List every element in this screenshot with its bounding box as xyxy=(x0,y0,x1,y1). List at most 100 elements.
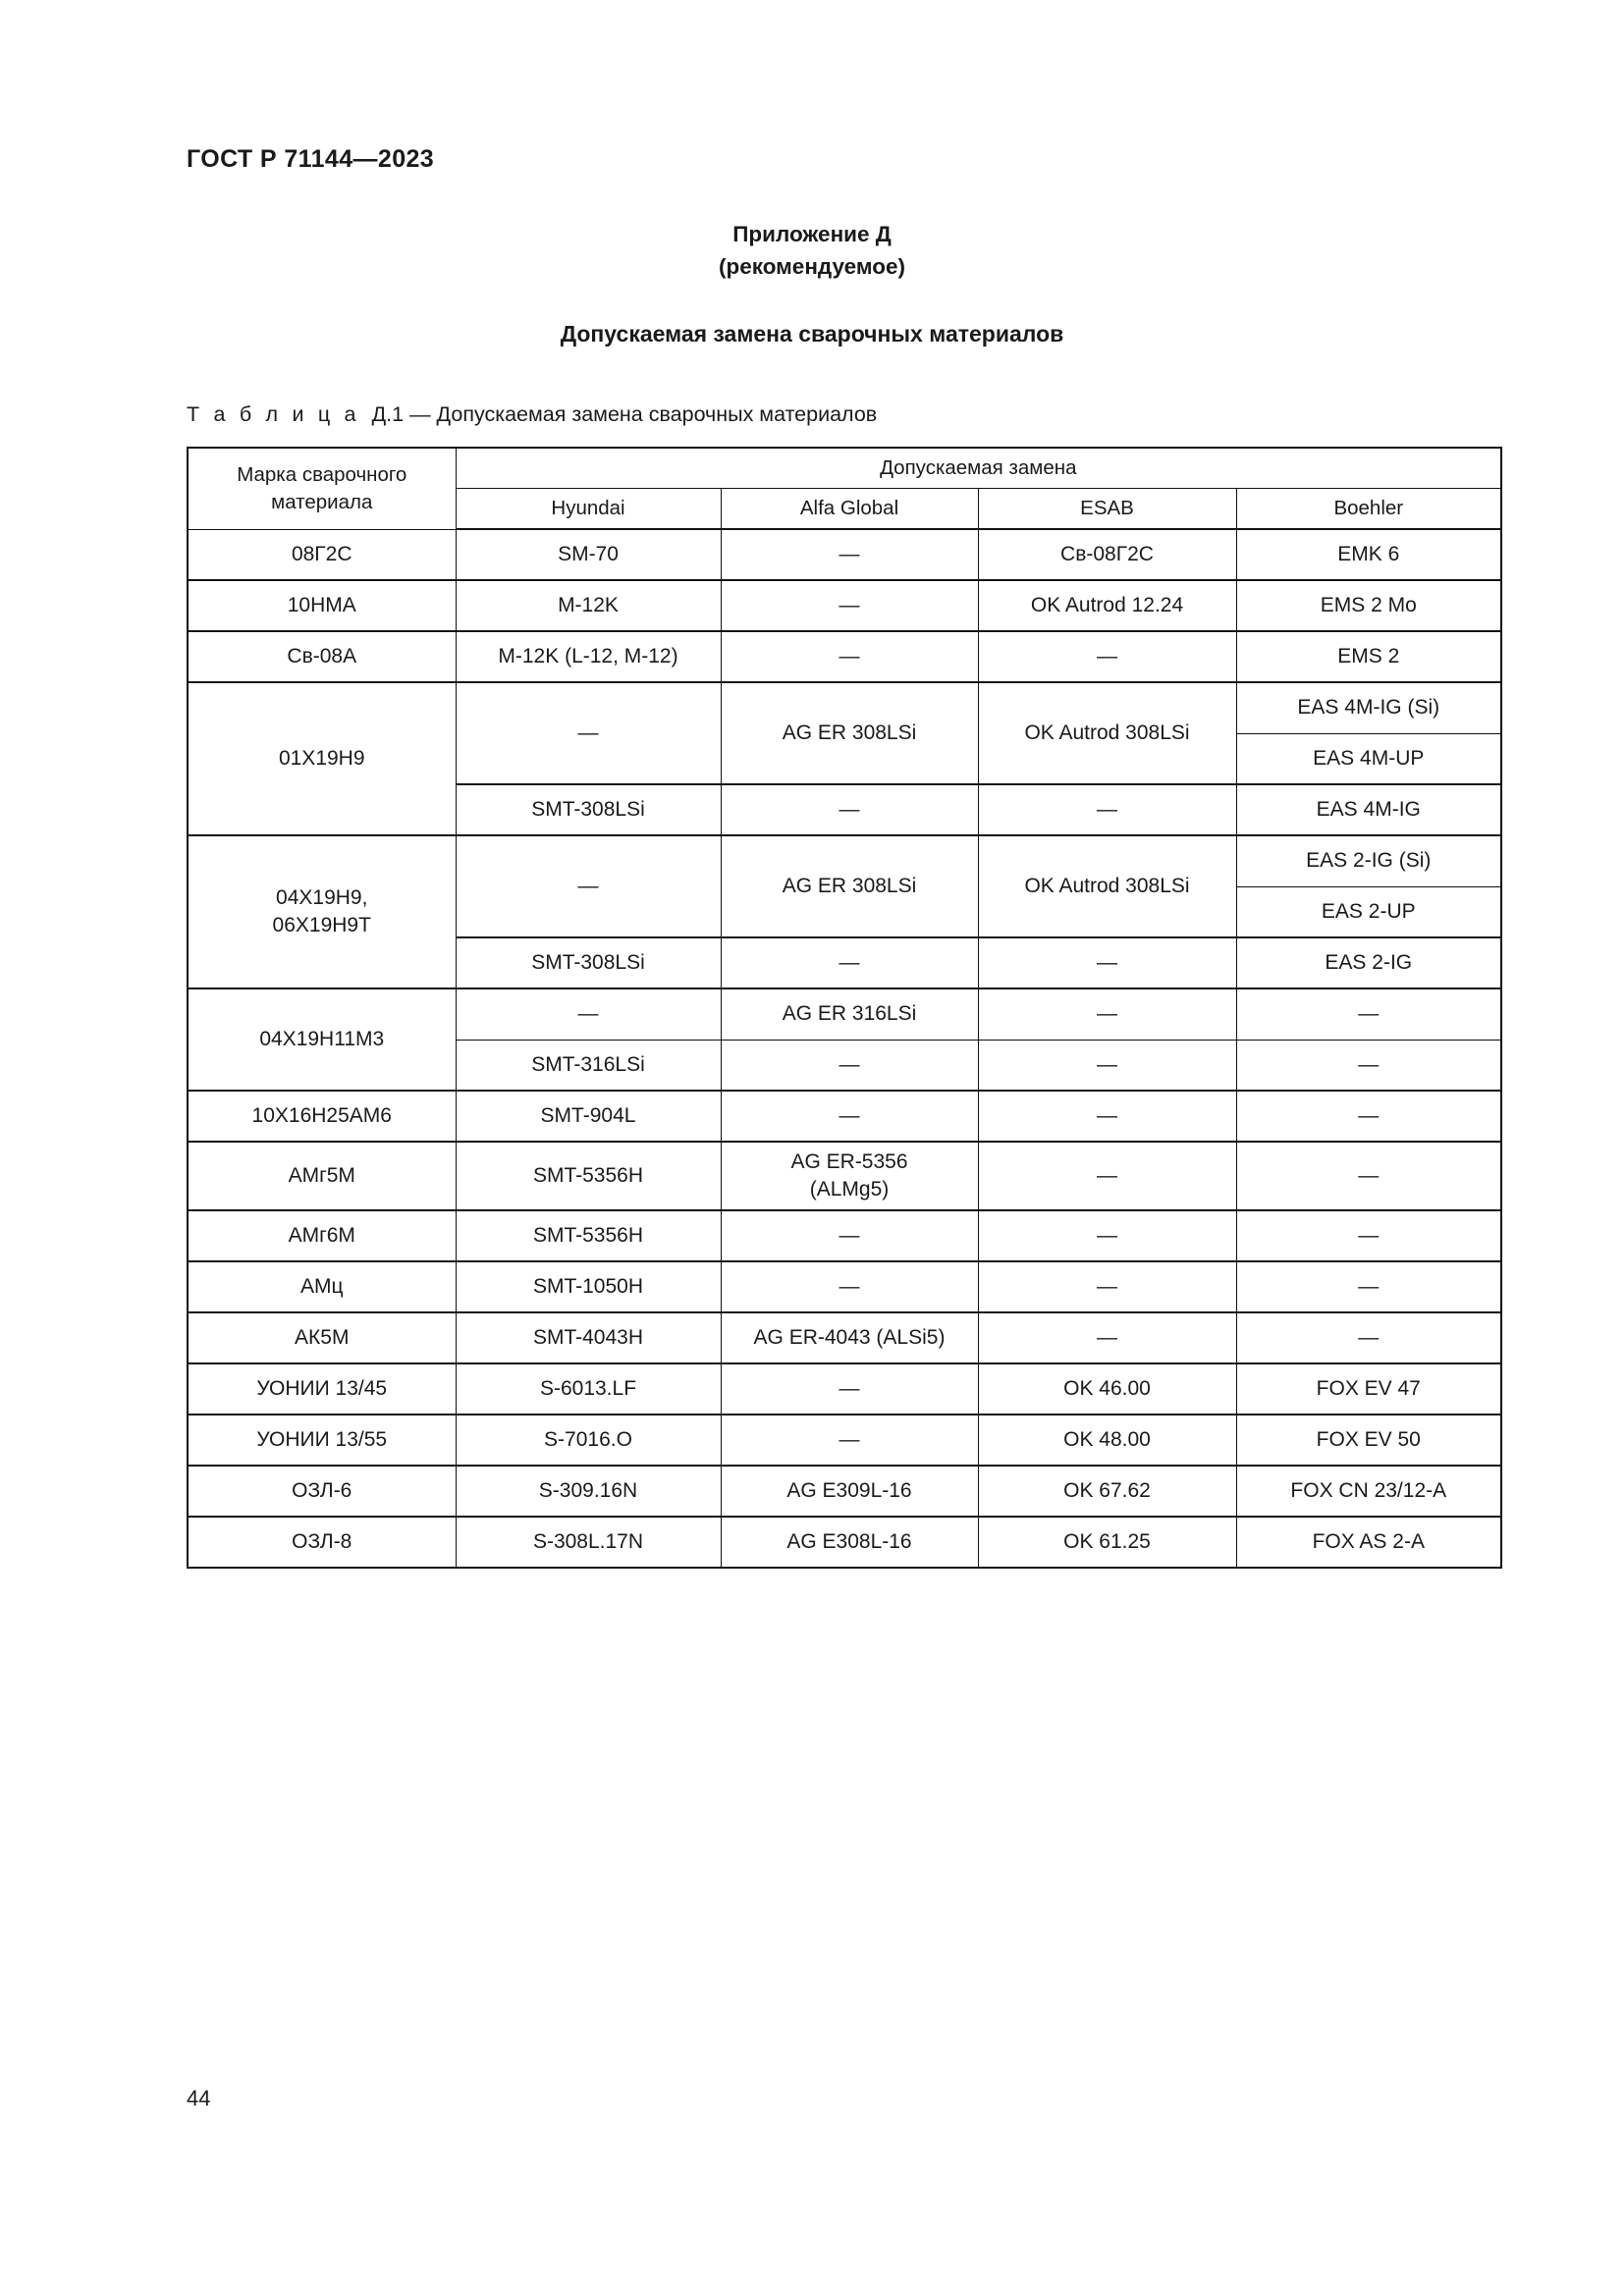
header-group-substitution: Допускаемая замена xyxy=(455,447,1502,489)
table-caption-word: Т а б л и ц а xyxy=(187,402,360,426)
cell-esab: — xyxy=(977,630,1237,683)
cell-alfa: — xyxy=(720,1090,979,1143)
cell-hyundai: S-7016.O xyxy=(455,1414,722,1467)
annex-title: Допускаемая замена сварочных материалов xyxy=(560,321,1064,347)
table-caption-rest: Д.1 — Допускаемая замена сварочных матер… xyxy=(359,402,878,426)
cell-alfa: — xyxy=(720,783,979,836)
cell-boehler: FOX CN 23/12-A xyxy=(1235,1465,1502,1518)
table-row: УОНИИ 13/55 S-7016.O — OK 48.00 FOX EV 5… xyxy=(187,1414,1502,1467)
cell-boehler: — xyxy=(1235,988,1502,1041)
cell-alfa: — xyxy=(720,1260,979,1313)
cell-hyundai: S-308L.17N xyxy=(455,1516,722,1569)
table-row: 08Г2С SM-70 — Св-08Г2С EMK 6 xyxy=(187,528,1502,581)
table-body: 08Г2С SM-70 — Св-08Г2С EMK 6 10НМА M-12K… xyxy=(187,528,1502,1569)
header-material: Марка сварочного материала xyxy=(187,447,457,530)
cell-boehler: EAS 2-IG xyxy=(1235,936,1502,989)
cell-esab: — xyxy=(977,1260,1237,1313)
cell-hyundai: SM-70 xyxy=(455,528,722,581)
cell-alfa: — xyxy=(720,936,979,989)
annex-status: (рекомендуемое) xyxy=(719,254,905,279)
cell-hyundai: — xyxy=(455,681,722,785)
cell-boehler: EMS 2 Mo xyxy=(1235,579,1502,632)
annex-label: Приложение Д xyxy=(732,222,892,246)
table-row: ОЗЛ-8 S-308L.17N AG E308L-16 OK 61.25 FO… xyxy=(187,1516,1502,1569)
cell-boehler: EMS 2 xyxy=(1235,630,1502,683)
cell-material: АК5М xyxy=(187,1311,457,1364)
table-header-row-2: Hyundai Alfa Global ESAB Boehler xyxy=(188,488,1502,530)
cell-alfa: — xyxy=(720,1414,979,1467)
cell-boehler: FOX EV 50 xyxy=(1235,1414,1502,1467)
table-row: АМг5М SMT-5356H AG ER-5356 (ALMg5) — — xyxy=(187,1141,1502,1211)
cell-hyundai: — xyxy=(455,834,722,938)
cell-esab: OK 67.62 xyxy=(977,1465,1237,1518)
cell-esab: OK 61.25 xyxy=(977,1516,1237,1569)
table-row: SMT-316LSi — — — xyxy=(188,1039,1502,1092)
table-header-row-1: Марка сварочного материала Допускаемая з… xyxy=(187,447,1502,530)
cell-boehler: — xyxy=(1235,1039,1502,1092)
cell-material-line1: 04Х19Н9, xyxy=(276,886,368,909)
cell-alfa: — xyxy=(720,528,979,581)
cell-material: ОЗЛ-6 xyxy=(187,1465,457,1518)
cell-boehler: EAS 4M-IG (Si) xyxy=(1235,681,1502,734)
header-boehler: Boehler xyxy=(1235,488,1502,530)
cell-boehler: EMK 6 xyxy=(1235,528,1502,581)
table-row: EAS 2-UP xyxy=(188,885,1502,938)
annex-heading: Приложение Д (рекомендуемое) xyxy=(0,218,1624,283)
cell-hyundai: SMT-308LSi xyxy=(455,936,722,989)
cell-esab: OK Autrod 308LSi xyxy=(977,681,1237,785)
cell-material-line2: 06Х19Н9Т xyxy=(272,914,371,936)
table-row: Св-08А M-12K (L-12, M-12) — — EMS 2 xyxy=(187,630,1502,683)
cell-alfa: AG ER 308LSi xyxy=(720,681,979,785)
cell-hyundai: M-12K (L-12, M-12) xyxy=(455,630,722,683)
cell-material: Св-08А xyxy=(187,630,457,683)
table-row: 10НМА M-12K — OK Autrod 12.24 EMS 2 Mo xyxy=(187,579,1502,632)
cell-hyundai: SMT-5356H xyxy=(455,1141,722,1211)
cell-material: АМц xyxy=(187,1260,457,1313)
cell-hyundai: SMT-316LSi xyxy=(455,1039,722,1092)
cell-boehler: EAS 4M-UP xyxy=(1235,732,1502,785)
cell-hyundai: M-12K xyxy=(455,579,722,632)
cell-esab: OK 48.00 xyxy=(977,1414,1237,1467)
cell-boehler: — xyxy=(1235,1141,1502,1211)
cell-material: 01Х19Н9 xyxy=(187,681,457,836)
cell-alfa: AG E308L-16 xyxy=(720,1516,979,1569)
table-row: АМг6М SMT-5356H — — — xyxy=(187,1209,1502,1262)
table-row: УОНИИ 13/45 S-6013.LF — OK 46.00 FOX EV … xyxy=(187,1362,1502,1415)
table-row: 04Х19Н9, 06Х19Н9Т — AG ER 308LSi OK Autro… xyxy=(187,834,1502,989)
cell-alfa-line2: (ALMg5) xyxy=(809,1178,890,1201)
table-row: SMT-308LSi — — EAS 4M-IG xyxy=(188,783,1502,836)
cell-boehler: EAS 4M-IG xyxy=(1235,783,1502,836)
cell-hyundai: SMT-904L xyxy=(455,1090,722,1143)
cell-esab: Св-08Г2С xyxy=(977,528,1237,581)
substitution-table: Марка сварочного материала Допускаемая з… xyxy=(187,447,1503,1569)
cell-esab: — xyxy=(977,936,1237,989)
cell-boehler: — xyxy=(1235,1090,1502,1143)
table-row: 01Х19Н9 — AG ER 308LSi OK Autrod 308LSi … xyxy=(187,681,1502,836)
page-number: 44 xyxy=(187,2086,211,2110)
cell-esab: — xyxy=(977,1209,1237,1262)
cell-material: АМг6М xyxy=(187,1209,457,1262)
cell-alfa: — xyxy=(720,579,979,632)
cell-esab: — xyxy=(977,783,1237,836)
cell-alfa: AG ER-4043 (ALSi5) xyxy=(720,1311,979,1364)
table-row: АК5М SMT-4043H AG ER-4043 (ALSi5) — — xyxy=(187,1311,1502,1364)
table-head: Марка сварочного материала Допускаемая з… xyxy=(187,447,1502,530)
table-row: 10Х16Н25АМ6 SMT-904L — — — xyxy=(187,1090,1502,1143)
cell-material: 04Х19Н11М3 xyxy=(187,988,457,1092)
header-hyundai: Hyundai xyxy=(455,488,722,530)
cell-alfa: AG E309L-16 xyxy=(720,1465,979,1518)
cell-esab: OK Autrod 12.24 xyxy=(977,579,1237,632)
header-alfa-global: Alfa Global xyxy=(720,488,979,530)
cell-hyundai: — xyxy=(455,988,722,1041)
cell-boehler: EAS 2-IG (Si) xyxy=(1235,834,1502,887)
cell-material: 10Х16Н25АМ6 xyxy=(187,1090,457,1143)
cell-material: 04Х19Н9, 06Х19Н9Т xyxy=(187,834,457,989)
table-row: АМц SMT-1050H — — — xyxy=(187,1260,1502,1313)
cell-esab: — xyxy=(977,1311,1237,1364)
cell-alfa: — xyxy=(720,1209,979,1262)
cell-alfa: AG ER 316LSi xyxy=(720,988,979,1041)
cell-hyundai: S-6013.LF xyxy=(455,1362,722,1415)
cell-hyundai: SMT-5356H xyxy=(455,1209,722,1262)
table-row: 04Х19Н11М3 — AG ER 316LSi — — xyxy=(187,988,1502,1092)
